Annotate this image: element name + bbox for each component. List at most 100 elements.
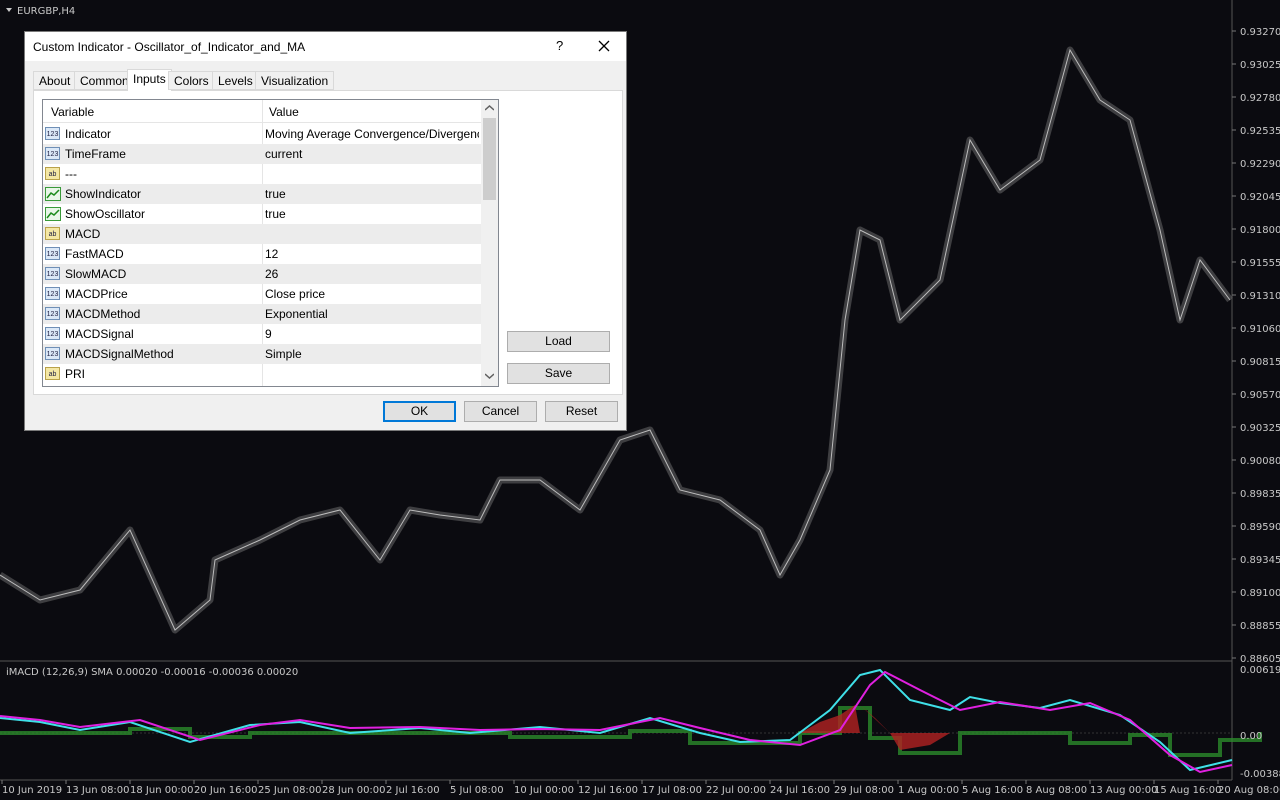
date-label: 5 Aug 16:00 xyxy=(962,785,1023,796)
table-row[interactable]: 123 MACDPrice Close price xyxy=(43,284,481,304)
scroll-down[interactable] xyxy=(485,373,494,379)
price-label: 0.93025 xyxy=(1240,60,1280,71)
variable-value: current xyxy=(265,147,303,161)
type-icon: 123 xyxy=(45,327,60,340)
date-label: 13 Jun 08:00 xyxy=(66,785,130,796)
price-label: 0.89590 xyxy=(1240,522,1280,533)
indicator-dialog: Custom Indicator - Oscillator_of_Indicat… xyxy=(24,31,627,431)
price-label: 0.92045 xyxy=(1240,192,1280,203)
price-label: 0.91060 xyxy=(1240,324,1280,335)
help-button[interactable]: ? xyxy=(556,38,564,53)
tab[interactable]: About xyxy=(33,71,77,90)
table-row[interactable]: ab MACD xyxy=(43,224,481,244)
date-label: 13 Aug 00:00 xyxy=(1090,785,1157,796)
type-icon: ab xyxy=(45,367,60,380)
table-row[interactable]: ab --- xyxy=(43,164,481,184)
variable-value xyxy=(265,164,479,184)
table-row[interactable]: ab PRI xyxy=(43,364,481,384)
symbol-arrow xyxy=(6,8,12,12)
indicator-label: iMACD (12,26,9) SMA 0.00020 -0.00016 -0.… xyxy=(6,667,298,678)
scrollbar[interactable] xyxy=(481,100,498,386)
tab[interactable]: Visualization xyxy=(255,71,335,90)
date-label: 20 Aug 08:00 xyxy=(1218,785,1280,796)
inputs-table: Variable Value 123 Indicator Moving Averag… xyxy=(42,99,499,387)
close-button[interactable] xyxy=(598,40,610,52)
variable-name: PRI xyxy=(65,367,86,381)
scroll-thumb[interactable] xyxy=(483,118,496,200)
date-label: 5 Jul 08:00 xyxy=(450,785,504,796)
table-row[interactable]: 123 MACDMethod Exponential xyxy=(43,304,481,324)
symbol-label: EURGBP,H4 xyxy=(17,6,75,17)
price-label: 0.90570 xyxy=(1240,390,1280,401)
side-button[interactable]: Load xyxy=(507,331,610,352)
table-row[interactable]: 123 SlowMACD 26 xyxy=(43,264,481,284)
table-row[interactable]: 123 FastMACD 12 xyxy=(43,244,481,264)
variable-value xyxy=(265,364,479,384)
type-icon: 123 xyxy=(45,127,60,140)
side-button[interactable]: Save xyxy=(507,363,610,384)
table-row[interactable]: 123 MACDSignalMethod Simple xyxy=(43,344,481,364)
variable-name: ShowOscillator xyxy=(65,207,146,221)
bool-icon xyxy=(45,187,61,201)
scroll-up[interactable] xyxy=(485,105,494,111)
table-header: Variable Value xyxy=(43,100,481,386)
macd-line xyxy=(0,668,1233,772)
price-line xyxy=(0,48,1231,631)
variable-value xyxy=(265,224,479,244)
price-label: 0.88855 xyxy=(1240,621,1280,632)
date-label: 12 Jul 16:00 xyxy=(578,785,638,796)
date-label: 28 Jun 00:00 xyxy=(322,785,386,796)
date-label: 24 Jul 16:00 xyxy=(770,785,830,796)
price-label: 0.91800 xyxy=(1240,225,1280,236)
price-label: 0.90815 xyxy=(1240,357,1280,368)
variable-name: MACD xyxy=(65,227,101,241)
date-label: 10 Jun 2019 xyxy=(2,785,62,796)
date-label: 15 Aug 16:00 xyxy=(1154,785,1221,796)
date-label: 18 Jun 00:00 xyxy=(130,785,194,796)
price-label: 0.89345 xyxy=(1240,555,1280,566)
variable-name: MACDSignalMethod xyxy=(65,347,174,361)
table-row[interactable]: ShowIndicator true xyxy=(43,184,481,204)
header-value: Value xyxy=(269,105,299,119)
variable-name: Indicator xyxy=(65,127,112,141)
type-icon: ab xyxy=(45,167,60,180)
date-label: 8 Aug 08:00 xyxy=(1026,785,1087,796)
date-label: 17 Jul 08:00 xyxy=(642,785,702,796)
tab[interactable]: Inputs xyxy=(127,69,172,91)
tab[interactable]: Colors xyxy=(168,71,215,90)
variable-value: Close price xyxy=(265,287,326,301)
header-variable: Variable xyxy=(51,105,95,119)
variable-name: MACDMethod xyxy=(65,307,141,321)
price-label: 0.92780 xyxy=(1240,93,1280,104)
table-row[interactable]: 123 MACDSignal 9 xyxy=(43,324,481,344)
tab[interactable]: Common xyxy=(74,71,135,90)
table-row[interactable]: 123 Indicator Moving Average Convergence/D… xyxy=(43,124,481,144)
dialog-title: Custom Indicator - Oscillator_of_Indicat… xyxy=(33,40,306,54)
price-label: 0.93270 xyxy=(1240,27,1280,38)
dialog-button[interactable]: OK xyxy=(383,401,456,422)
macd-histogram xyxy=(0,706,1262,757)
price-label: 0.92535 xyxy=(1240,126,1280,137)
price-label: 0.91555 xyxy=(1240,258,1280,269)
variable-name: MACDPrice xyxy=(65,287,128,301)
type-icon: 123 xyxy=(45,287,60,300)
type-icon: 123 xyxy=(45,307,60,320)
table-row[interactable]: 123 TimeFrame current xyxy=(43,144,481,164)
variable-value: 12 xyxy=(265,247,279,261)
dialog-button[interactable]: Reset xyxy=(545,401,618,422)
variable-value: true xyxy=(265,187,286,201)
price-label: 0.88605 xyxy=(1240,654,1280,665)
date-label: 1 Aug 00:00 xyxy=(898,785,959,796)
dialog-button[interactable]: Cancel xyxy=(464,401,537,422)
price-label: 0.92290 xyxy=(1240,159,1280,170)
tab[interactable]: Levels xyxy=(212,71,259,90)
date-label: 2 Jul 16:00 xyxy=(386,785,440,796)
table-row[interactable]: ShowOscillator true xyxy=(43,204,481,224)
price-label: 0.89835 xyxy=(1240,489,1280,500)
signal-line xyxy=(0,670,1233,774)
date-label: 20 Jun 16:00 xyxy=(194,785,258,796)
date-label: 25 Jun 08:00 xyxy=(258,785,322,796)
variable-name: ShowIndicator xyxy=(65,187,142,201)
title-bar: Custom Indicator - Oscillator_of_Indicat… xyxy=(25,32,626,61)
